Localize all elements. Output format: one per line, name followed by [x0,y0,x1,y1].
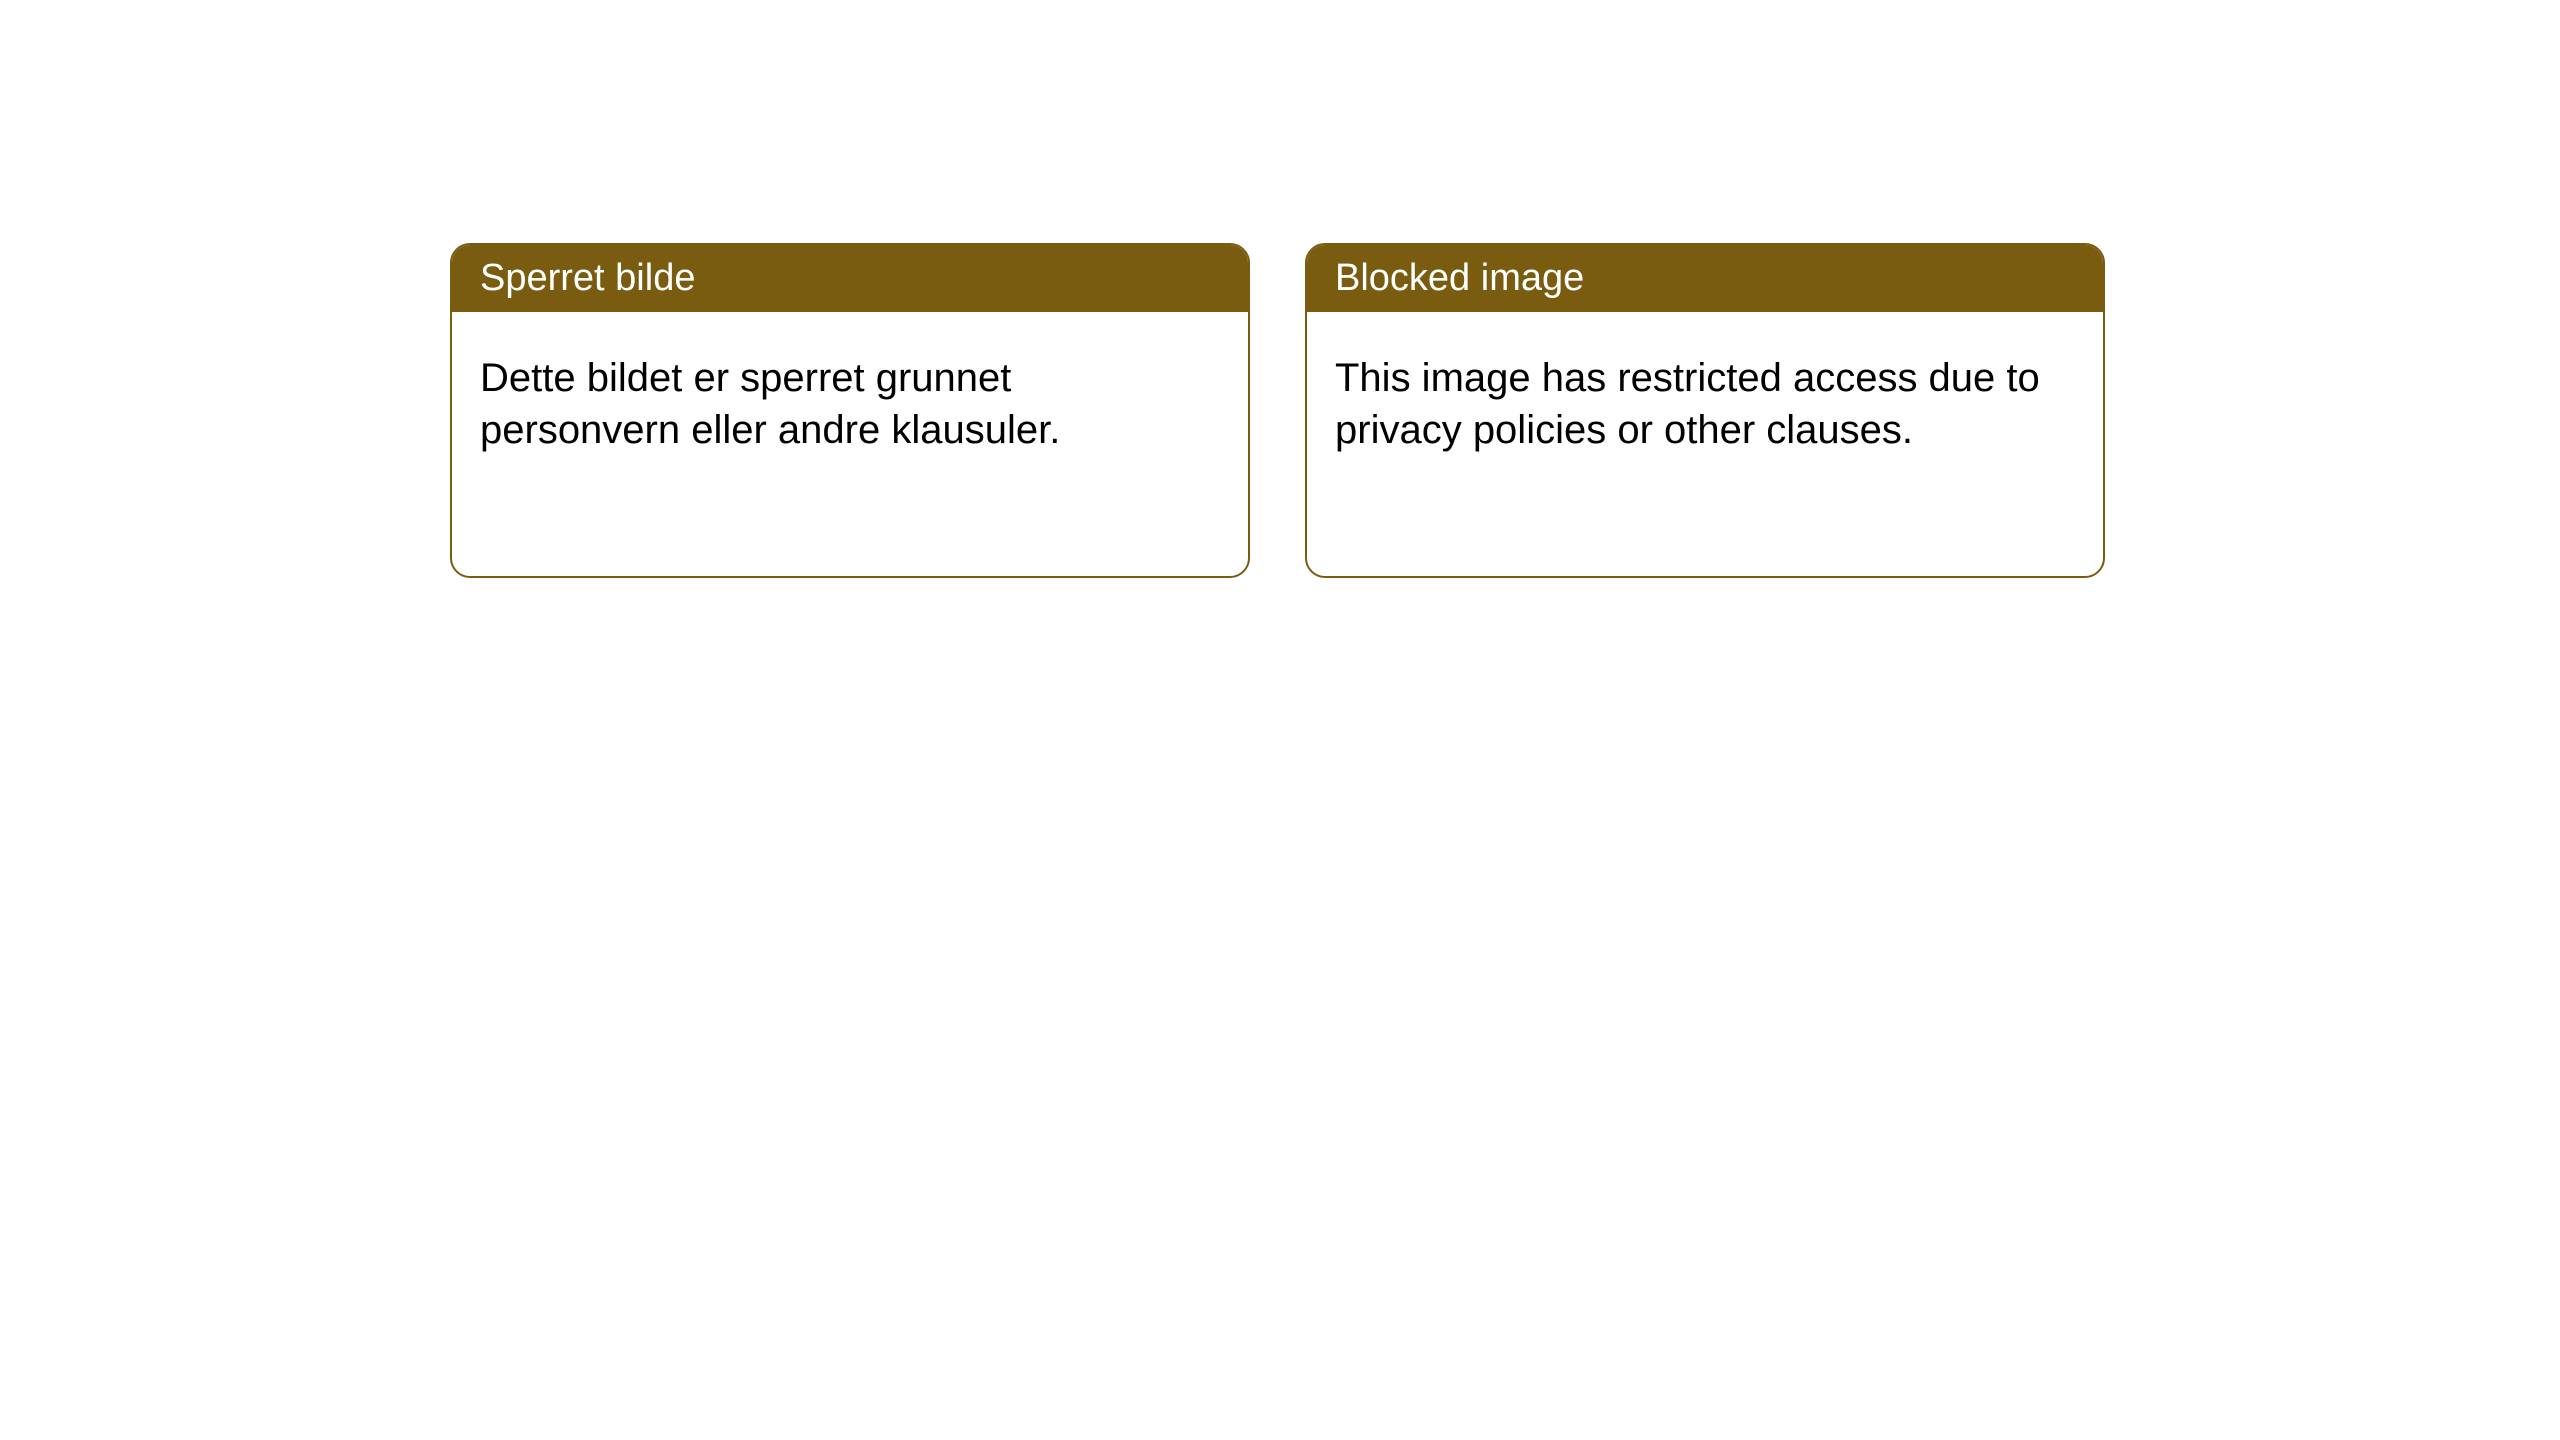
card-body-text: Dette bildet er sperret grunnet personve… [480,356,1060,452]
blocked-image-card-en: Blocked image This image has restricted … [1305,243,2105,578]
blocked-image-card-no: Sperret bilde Dette bildet er sperret gr… [450,243,1250,578]
card-header-text: Blocked image [1335,257,1584,299]
card-body: Dette bildet er sperret grunnet personve… [452,312,1248,484]
card-header: Sperret bilde [452,245,1248,312]
card-body-text: This image has restricted access due to … [1335,356,2040,452]
cards-container: Sperret bilde Dette bildet er sperret gr… [450,243,2105,578]
card-header: Blocked image [1307,245,2103,312]
card-body: This image has restricted access due to … [1307,312,2103,484]
card-header-text: Sperret bilde [480,257,695,299]
